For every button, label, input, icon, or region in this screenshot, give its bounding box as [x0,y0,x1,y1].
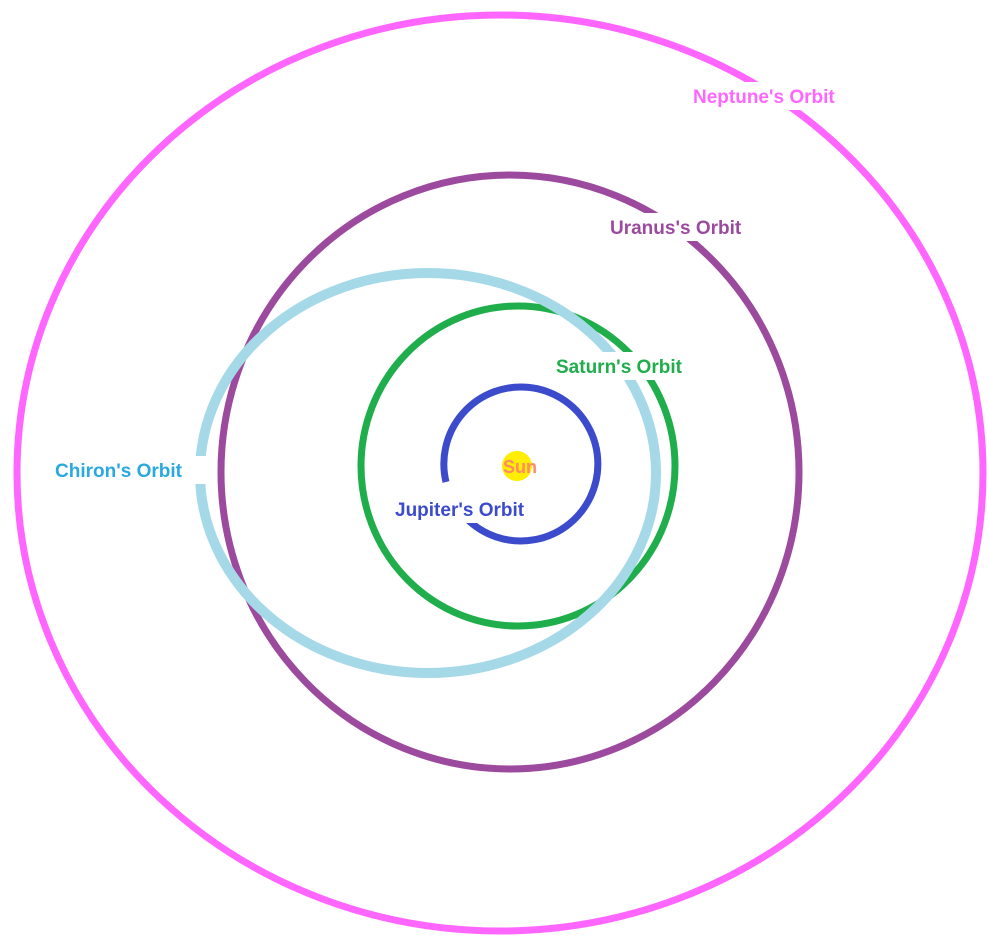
sun [502,451,532,481]
neptune-orbit [13,11,987,935]
saturn-label-background [553,352,708,380]
uranus-orbit-label: Uranus's Orbit [610,218,742,239]
chiron-label-background [52,456,207,484]
sun-label: Sun [503,457,537,477]
jupiter-orbit-label: Jupiter's Orbit [395,500,525,521]
saturn-orbit [357,302,679,630]
uranus-label-background [607,213,767,241]
chiron-orbit-label: Chiron's Orbit [55,461,183,482]
neptune-label-background [690,82,860,110]
neptune-orbit-label: Neptune's Orbit [693,87,835,108]
saturn-orbit-label: Saturn's Orbit [556,357,683,378]
uranus-orbit [217,171,803,773]
jupiter-label-background [392,495,547,523]
jupiter-orbit [440,383,602,545]
